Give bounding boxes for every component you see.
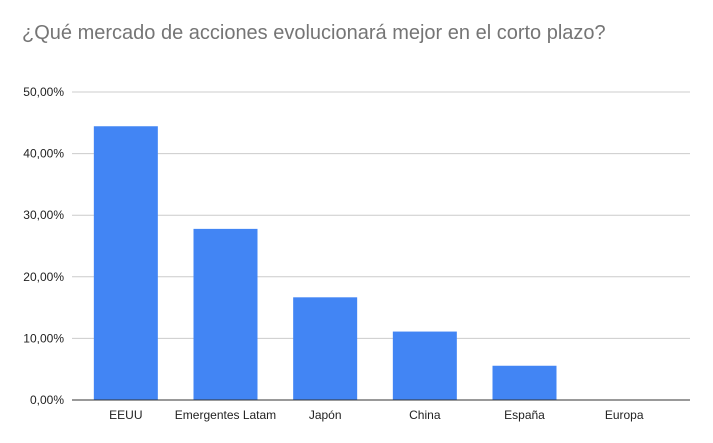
x-tick-label: Japón [309,408,342,422]
bar-emergentes-latam [193,228,258,400]
grid-lines [72,91,690,339]
x-tick-label: Emergentes Latam [175,408,276,422]
x-tick-label: España [504,408,545,422]
y-tick-label: 20,00% [23,270,64,284]
bar-eeuu [93,126,158,400]
bar-japón [293,297,358,400]
y-tick-label: 10,00% [23,331,64,345]
x-tick-label: Europa [605,408,644,422]
y-tick-label: 0,00% [30,393,64,407]
bars [93,126,557,400]
chart-title: ¿Qué mercado de acciones evolucionará me… [22,22,606,44]
x-tick-label: EEUU [109,408,142,422]
y-axis-tick-labels: 0,00% 10,00% 20,00% 30,00% 40,00% 50,00% [23,85,64,407]
y-tick-label: 30,00% [23,208,64,222]
x-tick-label: China [409,408,441,422]
x-axis-tick-labels: EEUU Emergentes Latam Japón China España Euro… [109,408,644,422]
bar-españa [492,365,557,400]
y-tick-label: 40,00% [23,147,64,161]
y-tick-label: 50,00% [23,85,64,99]
bar-china [392,331,457,400]
